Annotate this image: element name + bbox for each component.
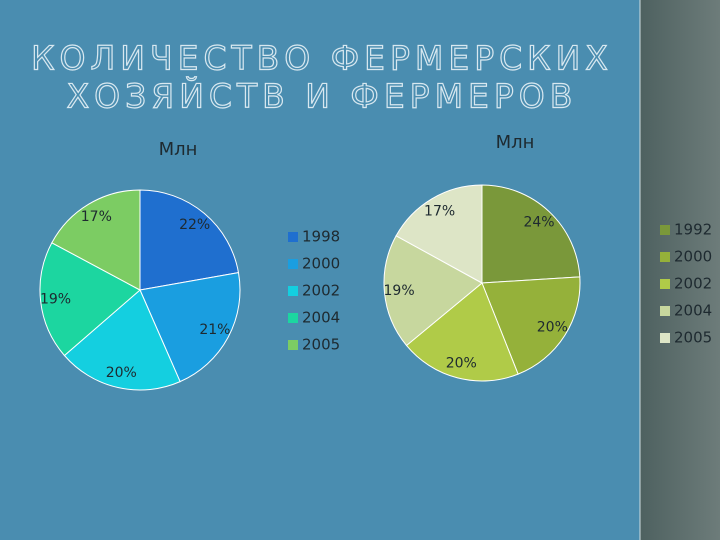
data-label: 21%	[199, 322, 230, 338]
chart-title: Млн	[159, 139, 198, 160]
legend-swatch	[660, 252, 670, 262]
legend-label: 2004	[302, 309, 340, 327]
legend-label: 2000	[674, 248, 712, 266]
legend-label: 2004	[674, 302, 712, 320]
data-label: 19%	[384, 283, 415, 299]
legend-label: 1998	[302, 228, 340, 246]
pie-slice	[51, 189, 141, 291]
side-strip	[640, 0, 720, 540]
legend-swatch	[288, 259, 298, 269]
legend-swatch	[660, 333, 670, 343]
legend-swatch	[660, 225, 670, 235]
pie-slice	[139, 272, 241, 383]
data-label: 20%	[446, 356, 477, 372]
legend-label: 2005	[302, 336, 340, 354]
legend-swatch	[660, 279, 670, 289]
data-label: 19%	[40, 291, 71, 307]
pie-slice	[481, 276, 581, 375]
pie-slice	[405, 282, 519, 382]
legend-swatch	[288, 286, 298, 296]
slide-title: ХОЗЯЙСТВ И ФЕРМЕРОВ	[67, 76, 578, 116]
data-label: 24%	[523, 214, 554, 230]
legend-label: 1992	[674, 221, 712, 239]
pie-slice	[63, 289, 181, 391]
slide-title: КОЛИЧЕСТВО ФЕРМЕРСКИХ	[31, 39, 613, 78]
pie-slice	[139, 189, 240, 291]
legend-label: 2002	[674, 275, 712, 293]
data-label: 20%	[106, 365, 137, 381]
legend-label: 2005	[674, 329, 712, 347]
data-label: 17%	[424, 203, 455, 219]
legend-swatch	[288, 313, 298, 323]
legend-swatch	[660, 306, 670, 316]
legend-swatch	[288, 232, 298, 242]
pie-slice	[39, 242, 141, 357]
pie-slice	[383, 235, 483, 347]
pie-slice	[481, 184, 581, 284]
data-label: 20%	[537, 320, 568, 336]
pie-slice	[395, 184, 483, 284]
legend-label: 2002	[302, 282, 340, 300]
data-label: 17%	[81, 209, 112, 225]
legend-label: 2000	[302, 255, 340, 273]
legend-swatch	[288, 340, 298, 350]
data-label: 22%	[179, 217, 210, 233]
chart-title: Млн	[496, 132, 535, 153]
